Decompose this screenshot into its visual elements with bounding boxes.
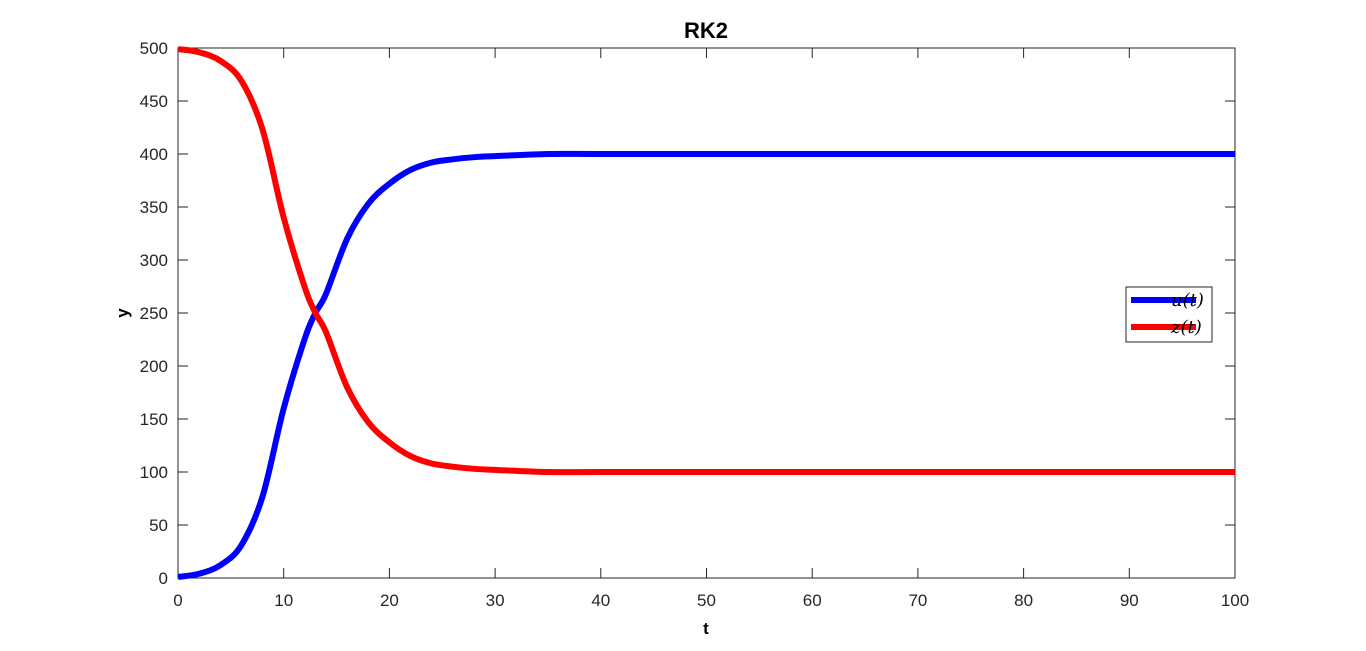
x-tick-label: 40 [591,591,610,610]
y-tick-label: 250 [140,304,168,323]
y-tick-label: 100 [140,463,168,482]
chart-title: RK2 [684,18,728,43]
x-tick-label: 90 [1120,591,1139,610]
y-tick-label: 450 [140,92,168,111]
y-tick-label: 50 [149,516,168,535]
x-tick-label: 20 [380,591,399,610]
legend-label-u: u(t) [1171,290,1204,311]
y-tick-label: 350 [140,198,168,217]
legend: u(t) z(t) [1125,286,1213,343]
x-tick-label: 0 [173,591,182,610]
x-tick-label: 60 [803,591,822,610]
y-axis-title: y [113,308,132,318]
y-tick-label: 300 [140,251,168,270]
legend-label-z: z(t) [1170,317,1202,338]
x-tick-label: 100 [1221,591,1249,610]
x-tick-label: 80 [1014,591,1033,610]
y-tick-label: 200 [140,357,168,376]
x-tick-label: 50 [697,591,716,610]
y-tick-label: 500 [140,39,168,58]
plot-area [177,47,1236,579]
y-tick-label: 400 [140,145,168,164]
x-axis-title: t [703,619,709,638]
x-tick-label: 30 [486,591,505,610]
x-tick-labels: 0 10 20 30 40 50 60 70 80 90 100 [173,591,1249,610]
x-tick-label: 70 [908,591,927,610]
series-lines [177,46,1235,580]
series-line-0 [177,150,1235,580]
legend-box [1125,286,1213,343]
y-tick-labels: 0 50 100 150 200 250 300 350 400 450 500 [140,39,168,588]
x-tick-label: 10 [274,591,293,610]
y-tick-label: 0 [159,569,168,588]
series-line-1 [177,46,1235,476]
y-tick-label: 150 [140,410,168,429]
